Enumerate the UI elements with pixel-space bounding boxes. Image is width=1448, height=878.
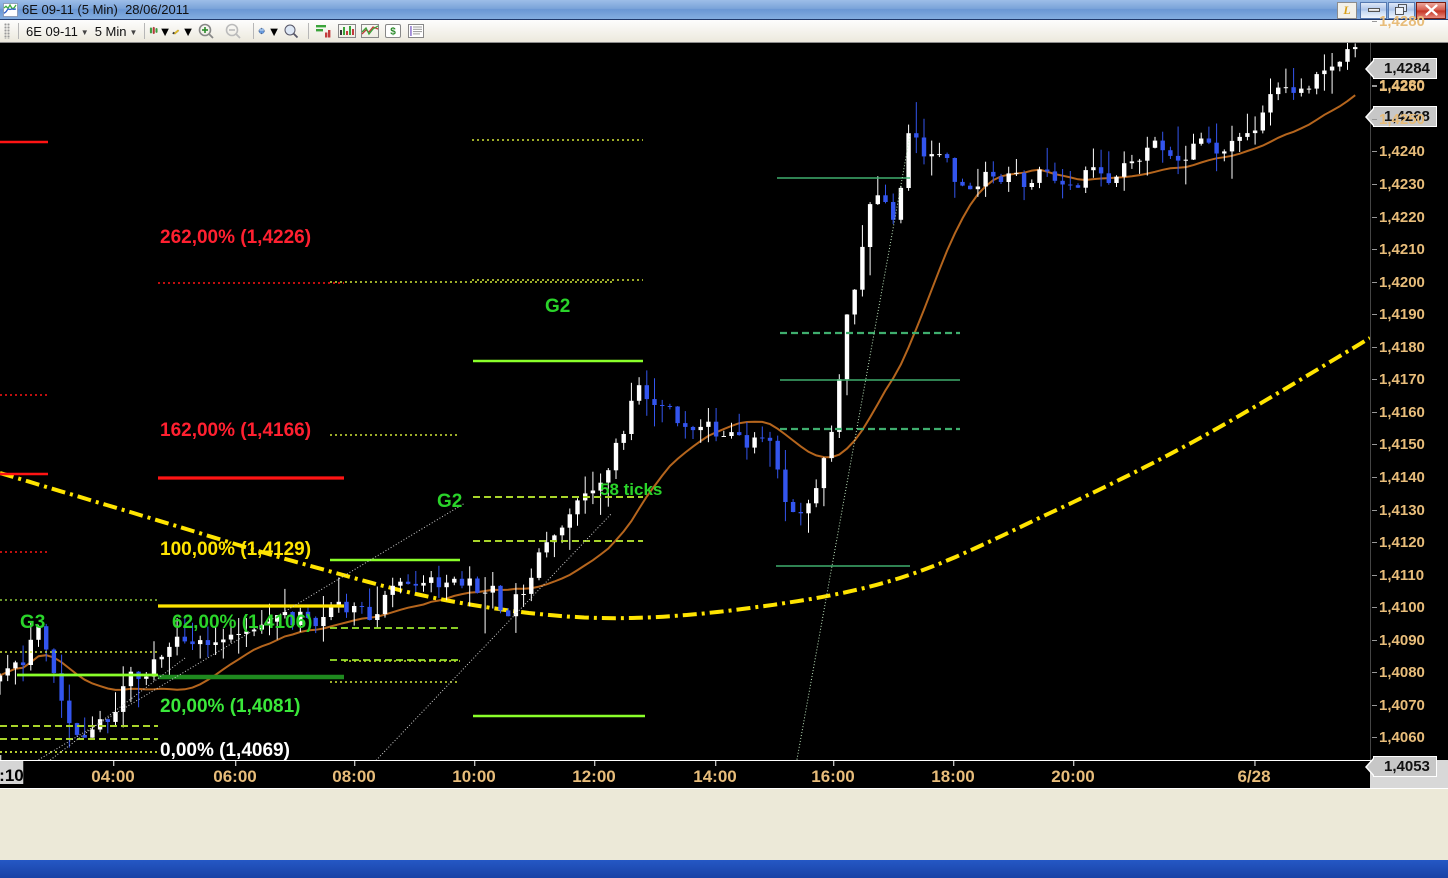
svg-text:$: $	[391, 27, 397, 38]
